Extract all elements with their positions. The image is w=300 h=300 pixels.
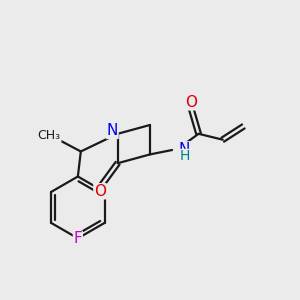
Text: N: N [106, 123, 118, 138]
Text: O: O [185, 95, 197, 110]
Text: F: F [74, 231, 82, 246]
Text: H: H [179, 149, 190, 164]
Text: CH₃: CH₃ [38, 129, 61, 142]
Text: O: O [94, 184, 106, 199]
Text: N: N [178, 142, 190, 157]
